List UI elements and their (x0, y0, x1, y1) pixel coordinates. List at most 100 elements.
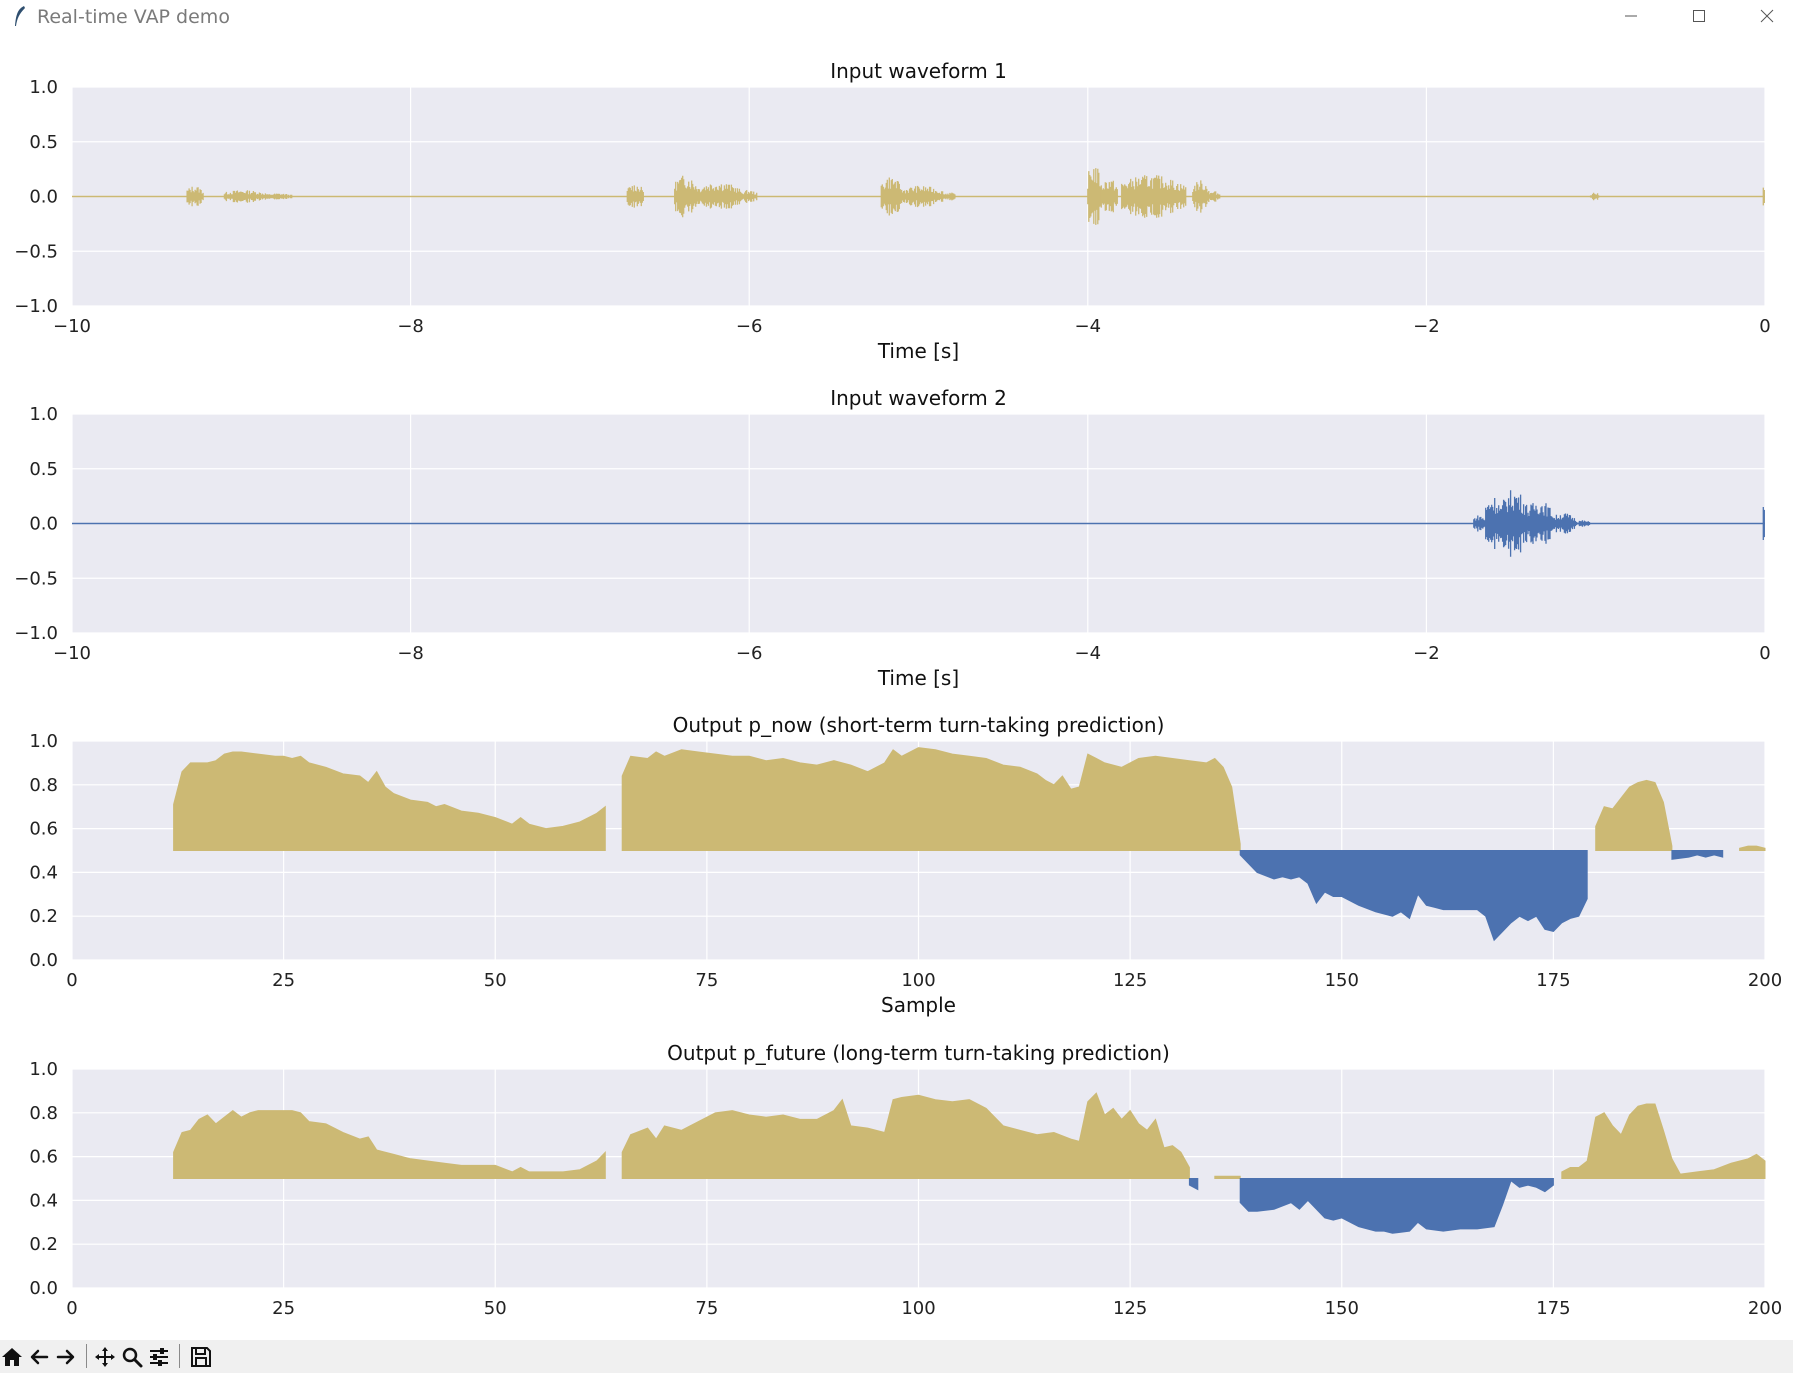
chart-title: Input waveform 2 (830, 386, 1007, 410)
zoom-icon (122, 1347, 143, 1368)
y-tick-label: 1.0 (29, 1059, 58, 1080)
x-tick-label: 75 (695, 1298, 718, 1319)
y-tick-label: 1.0 (29, 77, 58, 98)
area-below (1671, 850, 1724, 860)
waveform-burst (266, 193, 293, 200)
x-tick-label: 25 (272, 1298, 295, 1319)
y-tick-label: −1.0 (14, 623, 58, 644)
chart-panel-3: 0 25 50 75 100 125 150 175 200 1.0 0.8 0.6 0.4 0.2 0.0… (29, 713, 1782, 1017)
waveform-burst (223, 190, 268, 203)
waveform-burst (626, 185, 644, 208)
y-tick-label: 0.6 (29, 819, 58, 840)
waveform-burst (1100, 180, 1118, 213)
waveform-burst (1192, 180, 1210, 213)
area-below (1188, 1178, 1199, 1191)
waveform-burst (1527, 503, 1554, 544)
x-tick-label: 50 (484, 970, 507, 991)
x-tick-label: −4 (1075, 643, 1102, 664)
x-tick-label: 100 (901, 1298, 935, 1319)
pan-button[interactable] (93, 1340, 119, 1373)
y-tick-label: 1.0 (29, 731, 58, 752)
x-tick-label: −2 (1413, 643, 1440, 664)
y-tick-label: 0.2 (29, 906, 58, 927)
area-above (621, 1092, 1190, 1179)
x-tick-label: 0 (66, 1298, 77, 1319)
home-button[interactable] (0, 1340, 26, 1373)
waveform-burst (1473, 515, 1486, 532)
x-tick-label: −2 (1413, 316, 1440, 337)
y-tick-label: 0.0 (29, 950, 58, 971)
area-below (1239, 1178, 1554, 1234)
x-tick-label: 25 (272, 970, 295, 991)
x-tick-label: −6 (736, 643, 763, 664)
waveform-burst (943, 192, 956, 201)
y-tick-label: −0.5 (14, 568, 58, 589)
x-tick-label: −8 (397, 643, 424, 664)
waveform-burst (1552, 513, 1577, 534)
save-icon (191, 1347, 211, 1367)
waveform-burst (1574, 520, 1592, 527)
area-below (1239, 850, 1588, 942)
home-icon (2, 1348, 22, 1366)
x-tick-label: 125 (1113, 1298, 1147, 1319)
maximize-button[interactable] (1665, 0, 1733, 32)
forward-icon (56, 1349, 75, 1365)
y-tick-label: 0.8 (29, 775, 58, 796)
area-above (1739, 845, 1766, 851)
x-tick-label: 200 (1748, 970, 1782, 991)
back-button[interactable] (27, 1340, 53, 1373)
y-tick-label: 0.6 (29, 1147, 58, 1168)
save-button[interactable] (189, 1340, 215, 1373)
window-titlebar: Real-time VAP demo (0, 0, 1793, 32)
forward-button[interactable] (54, 1340, 80, 1373)
x-tick-label: 125 (1113, 970, 1147, 991)
configure-button[interactable] (147, 1340, 173, 1373)
area-above (1561, 1103, 1766, 1179)
toolbar-separator (179, 1344, 180, 1368)
y-tick-label: 0.5 (29, 132, 58, 153)
waveform-burst (1501, 490, 1529, 557)
x-axis-label: Time [s] (877, 339, 959, 363)
area-above (173, 1109, 606, 1179)
area-above (1595, 779, 1673, 851)
area-above (173, 751, 606, 851)
zoom-button[interactable] (120, 1340, 146, 1373)
x-tick-label: −6 (736, 316, 763, 337)
x-tick-label: 150 (1325, 1298, 1359, 1319)
x-tick-label: 75 (695, 970, 718, 991)
chart-title: Output p_future (long-term turn-taking p… (667, 1041, 1170, 1065)
x-tick-label: 0 (1759, 316, 1770, 337)
window-title: Real-time VAP demo (37, 6, 230, 28)
y-tick-label: 0.0 (29, 187, 58, 208)
y-tick-label: 0.8 (29, 1103, 58, 1124)
close-button[interactable] (1733, 0, 1793, 32)
chart-panel-4: 0 25 50 75 100 125 150 175 200 1.0 0.8 0.6 0.4 0.2 0.0… (29, 1041, 1782, 1319)
maximize-icon (1693, 10, 1705, 22)
y-tick-label: 0.4 (29, 862, 58, 883)
x-tick-label: 200 (1748, 1298, 1782, 1319)
chart-title: Output p_now (short-term turn-taking pre… (673, 713, 1165, 737)
y-tick-label: 0.4 (29, 1190, 58, 1211)
minimize-button[interactable] (1597, 0, 1665, 32)
waveform-burst (1121, 175, 1187, 218)
y-tick-label: 0.0 (29, 1278, 58, 1299)
chart-panel-2: −10 −8 −6 −4 −2 0 1.0 0.5 0.0 −0.5 −1.0 Input wavef… (14, 386, 1770, 690)
waveform-burst (740, 190, 758, 203)
y-tick-label: 0.5 (29, 459, 58, 480)
x-tick-label: 50 (484, 1298, 507, 1319)
chart-title: Input waveform 1 (830, 59, 1007, 83)
x-axis-label: Time [s] (877, 666, 959, 690)
x-tick-label: 175 (1536, 1298, 1570, 1319)
waveform-burst (1209, 191, 1221, 202)
x-tick-label: 100 (901, 970, 935, 991)
area-above (1214, 1175, 1241, 1179)
close-icon (1760, 9, 1774, 23)
area-above (621, 747, 1241, 851)
x-tick-label: 150 (1325, 970, 1359, 991)
x-tick-label: 0 (66, 970, 77, 991)
figure-canvas: −10 −8 −6 −4 −2 0 1.0 0.5 0.0 −0.5 −1.0 Input wavef… (14, 59, 1782, 1319)
y-tick-label: 0.2 (29, 1234, 58, 1255)
toolbar-separator (86, 1344, 87, 1368)
waveform-burst (1762, 187, 1765, 206)
waveform-burst (1762, 507, 1765, 540)
